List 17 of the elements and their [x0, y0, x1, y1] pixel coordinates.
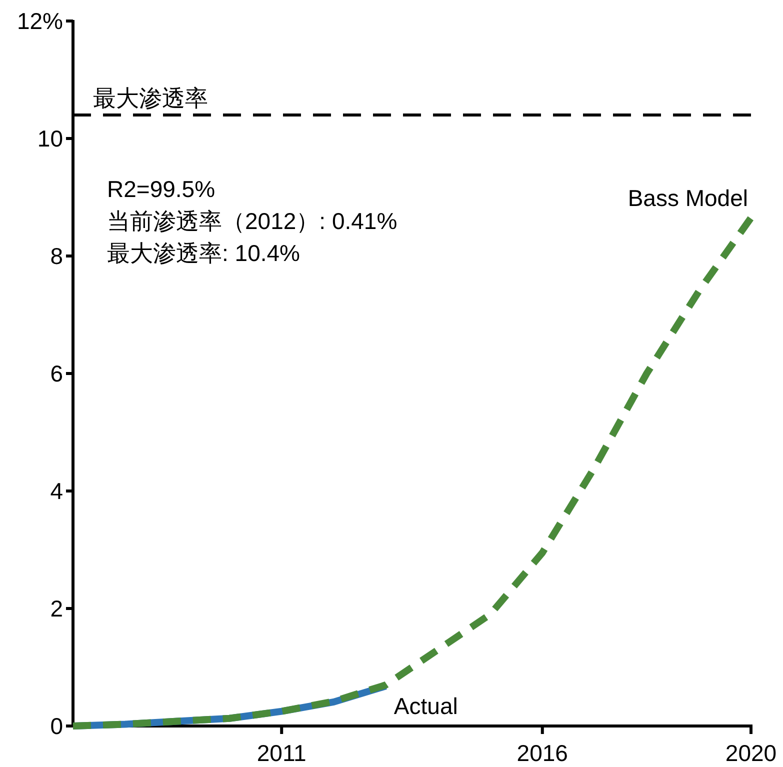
ref-line-label: 最大渗透率 — [93, 85, 208, 111]
y-tick-label: 10 — [37, 126, 63, 152]
y-tick-label: 8 — [50, 243, 63, 269]
y-tick-label: 2 — [50, 596, 63, 622]
x-tick-label: 2011 — [256, 740, 306, 766]
y-tick-label: 6 — [50, 360, 63, 386]
x-tick-label: 2016 — [516, 740, 568, 766]
y-tick-label: 0 — [50, 713, 63, 739]
y-tick-label: 4 — [50, 478, 64, 504]
y-tick-label: 12% — [16, 8, 63, 34]
annotation: 当前渗透率（2012）: 0.41% — [107, 208, 398, 234]
ref-line: 最大渗透率 — [73, 85, 751, 116]
series-label: Actual — [394, 693, 458, 720]
x-tick-label: 2020 — [725, 740, 777, 766]
annotation: R2=99.5% — [107, 176, 216, 202]
annotation: 最大渗透率: 10.4% — [107, 240, 300, 266]
series-label: Bass Model — [628, 184, 748, 211]
